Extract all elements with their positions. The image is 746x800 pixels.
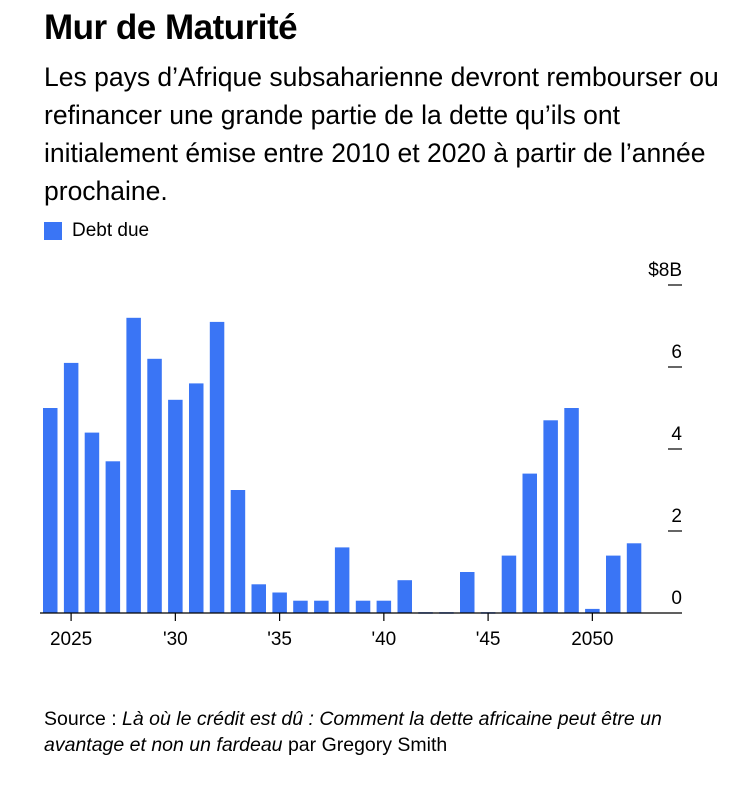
x-tick-label-2045: '45 <box>476 629 501 650</box>
bar-2049 <box>564 408 579 613</box>
y-tick-label-2: 2 <box>671 506 682 527</box>
y-tick-label-4: 4 <box>671 424 682 445</box>
x-tick-label-2030: '30 <box>163 629 188 650</box>
legend: Debt due <box>44 220 149 242</box>
bar-2041 <box>397 580 412 613</box>
x-tick-label-2025: 2025 <box>50 629 92 650</box>
chart-title: Mur de Maturité <box>44 8 298 47</box>
bar-2048 <box>543 420 558 613</box>
x-tick-label-2040: '40 <box>371 629 396 650</box>
bar-2028 <box>126 317 141 613</box>
x-tick-label-2050: 2050 <box>571 629 613 650</box>
bar-2029 <box>147 358 162 613</box>
legend-label: Debt due <box>72 220 150 241</box>
bar-2044 <box>460 572 475 613</box>
bar-2052 <box>626 543 642 613</box>
bar-2025 <box>63 362 79 613</box>
bar-chart: 0 2 4 6 $8B 2025 '30 '35 '40 '45 2050 <box>40 260 682 650</box>
bar-2038 <box>334 547 350 613</box>
bar-2037 <box>314 600 329 613</box>
bar-2039 <box>355 600 371 613</box>
bar-2024 <box>43 408 58 613</box>
source-note: Source : Là où le crédit est dû : Commen… <box>44 706 714 758</box>
bar-2030 <box>168 399 183 613</box>
bar-2027 <box>105 461 121 613</box>
bar-2031 <box>189 383 204 613</box>
y-tick-label-6: 6 <box>671 342 682 363</box>
bar-2034 <box>251 584 266 613</box>
bar-2046 <box>501 555 517 613</box>
chart-subtitle: Les pays d’Afrique subsaharienne devront… <box>44 62 719 206</box>
bar-2033 <box>230 490 246 613</box>
bar-2047 <box>522 473 537 613</box>
y-tick-label-0: 0 <box>671 588 682 609</box>
source-author: par Gregory Smith <box>282 734 448 756</box>
bar-2050 <box>585 608 600 613</box>
bar-2040 <box>376 600 392 613</box>
source-prefix: Source : <box>44 708 123 730</box>
y-tick-label-8: $8B <box>648 260 682 281</box>
bar-2032 <box>209 321 225 613</box>
bar-2026 <box>84 432 100 613</box>
source-title: Là où le crédit est dû : Comment la dett… <box>44 708 662 756</box>
bar-2051 <box>606 555 621 613</box>
x-tick-label-2035: '35 <box>267 629 292 650</box>
bar-2036 <box>293 600 308 613</box>
bar-2035 <box>272 592 287 613</box>
legend-swatch <box>44 222 62 240</box>
